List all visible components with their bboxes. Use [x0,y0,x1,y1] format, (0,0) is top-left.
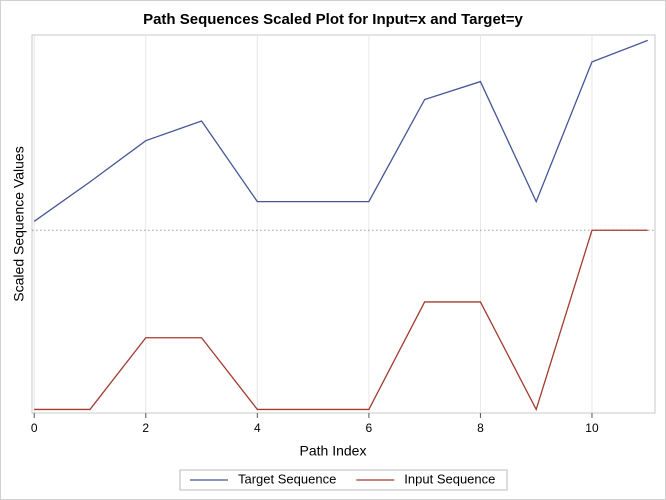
legend [179,469,508,491]
x-tick-label: 6 [366,421,373,435]
series-line [33,39,648,222]
series-line [34,229,648,412]
chart-title: Path Sequences Scaled Plot for Input=x a… [143,11,523,28]
x-tick-label: 2 [142,421,149,435]
x-axis-label: Path Index [300,443,367,459]
x-tick-label: 8 [477,421,484,435]
x-tick-label: 4 [254,421,261,435]
legend-label: Target Sequence [238,471,336,486]
x-tick-label: 10 [585,421,599,435]
y-axis-label: Scaled Sequence Values [11,146,27,301]
plot-area: 0 2 4 6 8 10 [31,34,656,435]
x-tick-label: 0 [31,421,38,435]
legend-label: Input Sequence [404,471,495,486]
plot-frame [31,34,656,414]
